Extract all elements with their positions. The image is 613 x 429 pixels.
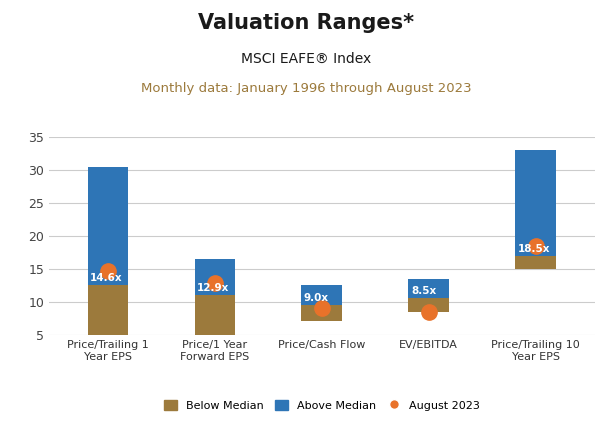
Bar (302, 285, 342, 305)
Text: Valuation Ranges*: Valuation Ranges* (199, 13, 414, 33)
Bar (302, 305, 342, 321)
Bar (408, 279, 449, 299)
Bar (88, 167, 128, 285)
Bar (88, 285, 128, 335)
Bar (194, 259, 235, 295)
Legend: Below Median, Above Median, August 2023: Below Median, Above Median, August 2023 (159, 396, 485, 415)
Text: 8.5x: 8.5x (411, 287, 436, 296)
Bar (194, 295, 235, 335)
Bar (516, 151, 556, 256)
Bar (516, 256, 556, 269)
Text: 9.0x: 9.0x (304, 293, 329, 303)
Text: 14.6x: 14.6x (90, 273, 123, 283)
Bar (408, 299, 449, 311)
Text: 18.5x: 18.5x (518, 244, 550, 254)
Text: MSCI EAFE® Index: MSCI EAFE® Index (242, 51, 371, 66)
Text: 12.9x: 12.9x (197, 283, 229, 293)
Text: Monthly data: January 1996 through August 2023: Monthly data: January 1996 through Augus… (141, 82, 472, 94)
